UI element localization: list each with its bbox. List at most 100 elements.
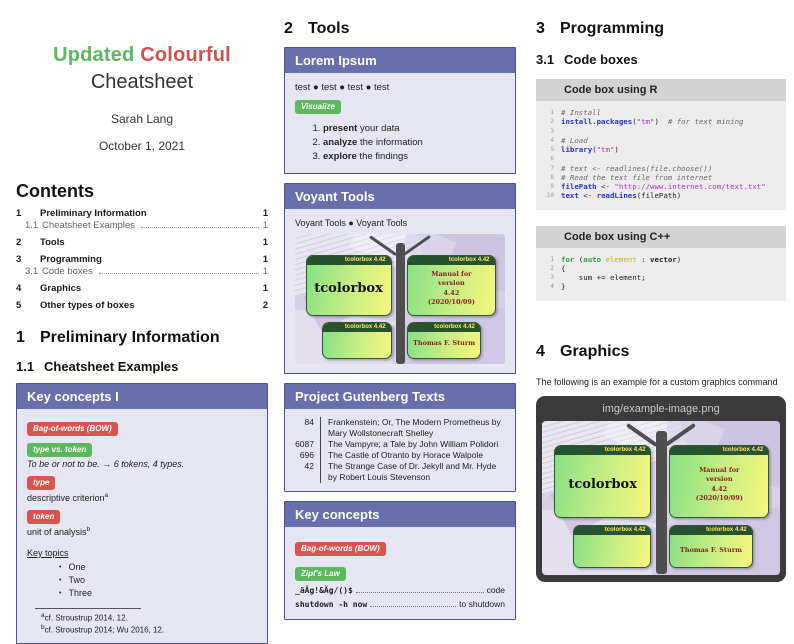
term-badge-row: Zipf's Law — [295, 563, 505, 582]
line-number: 3 — [550, 127, 554, 135]
code-line: 7 # text <- readlines(file.choose()) — [542, 164, 778, 173]
section-3-heading: 3 Programming — [536, 20, 786, 38]
lorem-step: analyze the information — [323, 137, 505, 148]
code-line: 1 for (auto element : vector) — [542, 255, 778, 264]
code-token: ( — [574, 254, 584, 264]
gutenberg-row: 696 The Castle of Otranto by Horace Walpo… — [293, 450, 505, 462]
footnote-marker: b — [86, 526, 91, 533]
footnote-marker: b — [41, 623, 45, 631]
subsection-1-1-title: Cheatsheet Examples — [44, 359, 179, 374]
tcolorbox-author-text: Thomas F. Sturm — [413, 339, 476, 348]
toc-entry[interactable]: 4 Graphics 1 — [16, 283, 268, 294]
code-token: ) — [676, 254, 682, 264]
gutenberg-row: 6087 The Vampyre; a Tale by John William … — [293, 439, 505, 451]
code-token: <- — [578, 191, 597, 201]
voyant-tools-body: Voyant Tools ● Voyant Tools tcolorbox 4.… — [285, 209, 515, 373]
code-line: 2 install.packages("tm") # for text minin… — [542, 117, 778, 126]
code-token: { — [561, 263, 566, 273]
line-number: 4 — [550, 283, 554, 291]
toc-entry[interactable]: 3 Programming 1 — [16, 254, 268, 265]
toc-entry-label: Tools — [40, 237, 65, 248]
r-code-box: Code box using R 1 # Install 2 install.pack… — [536, 79, 786, 210]
term-badge-row: type vs. token — [27, 443, 257, 457]
code-token: # for text mining — [667, 117, 744, 127]
tcolorbox-mini-box: tcolorbox 4.42 tcolorbox — [305, 254, 392, 316]
code-text: sum += element; — [561, 273, 646, 282]
term-badge-row: token — [27, 510, 257, 524]
right-column: 3 Programming 3.1 Code boxes Code box usin… — [536, 0, 786, 582]
tcolorbox-mini-body: Manual for version 4.42 (2020/10/09) — [408, 265, 494, 313]
footnote: acf. Stroustrup 2014, 12. — [41, 612, 128, 623]
code-text: install.packages("tm") # for text mining — [561, 117, 743, 126]
section-2-heading: 2 Tools — [284, 20, 516, 38]
key-topic-item: Three — [59, 588, 257, 598]
code-line: 8 # Read the text file from internet — [542, 173, 778, 182]
subsection-3-1-number: 3.1 — [536, 52, 555, 67]
code-token: "http://www.internet.com/text.txt" — [614, 182, 766, 191]
code-line: 4 # Load — [542, 136, 778, 145]
lorem-ipsum-box: Lorem Ipsum test ● test ● test ● test Vi… — [284, 47, 516, 174]
tcolorbox-example-image: tcolorbox 4.42 tcolorbox tcolorbox 4.42 Man… — [542, 420, 780, 575]
code-token: # Read the text file from internet — [561, 172, 713, 182]
middle-column: 2 Tools Lorem Ipsum test ● test ● test ● … — [284, 0, 516, 621]
toc-entry[interactable]: 1.1 Cheatsheet Examples 1 — [16, 220, 268, 231]
line-number: 8 — [550, 173, 554, 181]
code-text: { — [561, 264, 565, 273]
tcolorbox-mini-header: tcolorbox 4.42 — [554, 446, 651, 456]
toc-entry-label: Code boxes — [42, 266, 93, 277]
term-badge-row: type — [27, 476, 257, 490]
tcolorbox-mini-body: Manual for version 4.42 (2020/10/09) — [670, 455, 768, 514]
section-2-title: Tools — [308, 20, 350, 37]
code-token — [659, 117, 668, 126]
code-token: : — [636, 254, 651, 264]
toc-entry-number: 4 — [16, 283, 22, 294]
line-number: 2 — [550, 118, 554, 126]
key-concepts-1-header: Key concepts I — [17, 384, 267, 409]
term-description: To be or not to be. → 6 tokens, 4 types. — [27, 459, 185, 469]
gutenberg-id: 6087 — [293, 439, 321, 451]
table-of-contents: 1 Preliminary Information 1 1.1 Cheatsheet E… — [16, 208, 268, 311]
gutenberg-row: 42 The Strange Case of Dr. Jekyll and Mr.… — [293, 461, 505, 484]
gutenberg-id: 696 — [293, 450, 321, 462]
key-topic-item: Two — [59, 575, 257, 585]
toc-entry-label: Graphics — [40, 283, 82, 294]
lorem-step-lead: explore — [323, 151, 357, 162]
code-line: 4} — [542, 282, 778, 291]
gutenberg-row: 84 Frankenstein; Or, The Modern Prometheu… — [293, 417, 505, 440]
example-image-filename: img/example-image.png — [602, 402, 720, 415]
tcolorbox-manual-text: Manual for version 4.42 (2020/10/09) — [695, 465, 743, 503]
tcolorbox-title-text: tcolorbox — [314, 281, 383, 297]
section-1-title: Preliminary Information — [40, 329, 220, 346]
toc-entry-number: 3 — [16, 254, 22, 265]
term-badge: type vs. token — [27, 443, 93, 457]
term-description: descriptive criteriona — [27, 492, 109, 503]
toc-entry[interactable]: 5 Other types of boxes 2 — [16, 300, 268, 311]
tcolorbox-title-text: tcolorbox — [568, 477, 637, 493]
code-text — [561, 154, 565, 163]
toc-entry-label: Cheatsheet Examples — [42, 220, 135, 231]
toc-entry-number: 5 — [16, 300, 22, 311]
tree-trunk-icon — [395, 243, 406, 364]
gutenberg-box: Project Gutenberg Texts 84 Frankenstein; … — [284, 383, 516, 493]
key-topics-label: Key topics — [27, 548, 69, 558]
code-token: ) — [654, 117, 659, 127]
section-1-number: 1 — [16, 329, 25, 346]
title-word-updated: Updated — [53, 44, 135, 66]
footnote: bcf. Stroustrup 2014; Wu 2016, 12. — [41, 623, 165, 635]
toc-entry[interactable]: 2 Tools 1 — [16, 237, 268, 248]
left-column: Updated Colourful Cheatsheet Sarah Lang … — [16, 0, 268, 644]
footnote-marker: a — [104, 492, 109, 499]
subsection-1-1-heading: 1.1 Cheatsheet Examples — [16, 359, 268, 374]
toc-entry[interactable]: 1 Preliminary Information 1 — [16, 208, 268, 219]
tcolorbox-mini-box: tcolorbox 4.42 Manual for version 4.42 (2020… — [407, 254, 496, 316]
toc-entry-page: 1 — [262, 220, 268, 231]
example-image-frame: img/example-image.png tcolorbox 4.42 tcol… — [536, 395, 786, 582]
gutenberg-id: 84 — [293, 417, 321, 440]
code-token: # text <- readlines(file.choose()) — [561, 163, 713, 173]
section-3-number: 3 — [536, 20, 545, 37]
code-token: (filePath) — [636, 191, 682, 201]
code-line: 5 library("tm") — [542, 145, 778, 154]
code-text: text <- readLines(filePath) — [561, 191, 681, 200]
toc-entry[interactable]: 3.1 Code boxes 1 — [16, 266, 268, 277]
code-text: # Install — [561, 108, 601, 117]
